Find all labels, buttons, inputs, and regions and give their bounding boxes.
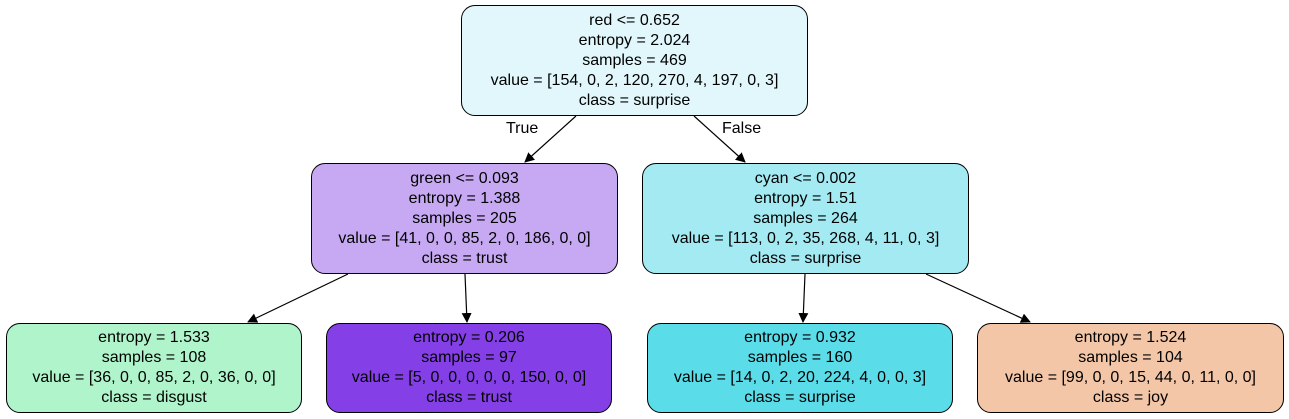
node-samples: samples = 469	[582, 51, 687, 69]
edge-right-leaf3	[798, 273, 809, 323]
node-entropy: entropy = 1.533	[98, 329, 210, 346]
node-value: value = [41, 0, 0, 85, 2, 0, 186, 0, 0]	[338, 229, 591, 247]
node-samples: samples = 264	[753, 209, 858, 227]
node-class: class = trust	[421, 249, 508, 267]
node-samples: samples = 104	[1078, 349, 1183, 366]
edge-right-leaf4	[925, 273, 1031, 323]
node-samples: samples = 160	[747, 349, 853, 366]
edge-label-false: False	[722, 120, 762, 137]
edge-root-right	[693, 115, 746, 163]
node-samples: samples = 108	[101, 349, 207, 366]
node-class: class = surprise	[578, 91, 691, 109]
node-value: value = [5, 0, 0, 0, 0, 0, 150, 0, 0]	[351, 369, 587, 386]
tree-leaf-3: entropy = 0.932 samples = 160 value = [1…	[647, 323, 953, 413]
edge-left-leaf1	[247, 273, 349, 323]
node-value: value = [14, 0, 2, 20, 224, 4, 0, 0, 3]	[673, 369, 927, 386]
node-entropy: entropy = 2.024	[578, 31, 691, 49]
node-value: value = [99, 0, 0, 15, 44, 0, 11, 0, 0]	[1005, 369, 1256, 386]
node-class: class = trust	[426, 389, 512, 406]
node-samples: samples = 205	[412, 209, 517, 227]
edge-label-true: True	[506, 120, 539, 137]
node-class: class = joy	[1092, 389, 1169, 406]
node-class: class = surprise	[749, 249, 862, 267]
tree-node-right: cyan <= 0.002 entropy = 1.51 samples = 2…	[642, 163, 969, 274]
edge-left-leaf2	[461, 273, 472, 323]
node-value: value = [154, 0, 2, 120, 270, 4, 197, 0,…	[490, 71, 779, 89]
tree-leaf-4: entropy = 1.524 samples = 104 value = [9…	[977, 323, 1284, 413]
node-class: class = surprise	[744, 389, 856, 406]
node-entropy: entropy = 1.524	[1074, 329, 1187, 346]
tree-leaf-1: entropy = 1.533 samples = 108 value = [3…	[6, 323, 302, 413]
edge-root-left	[524, 115, 577, 163]
node-entropy: entropy = 1.51	[754, 189, 857, 207]
node-value: value = [36, 0, 0, 85, 2, 0, 36, 0, 0]	[32, 369, 276, 386]
node-entropy: entropy = 1.388	[408, 189, 521, 207]
node-entropy: entropy = 0.206	[413, 329, 525, 346]
node-split-rule: cyan <= 0.002	[754, 169, 857, 187]
node-split-rule: red <= 0.652	[589, 11, 680, 29]
tree-node-left: green <= 0.093 entropy = 1.388 samples =…	[311, 163, 618, 274]
node-entropy: entropy = 0.932	[744, 329, 856, 346]
tree-node-root: red <= 0.652 entropy = 2.024 samples = 4…	[461, 5, 808, 116]
node-class: class = disgust	[101, 389, 207, 406]
node-split-rule: green <= 0.093	[410, 169, 519, 187]
node-value: value = [113, 0, 2, 35, 268, 4, 11, 0, 3…	[671, 229, 940, 247]
node-samples: samples = 97	[421, 349, 517, 366]
tree-leaf-2: entropy = 0.206 samples = 97 value = [5,…	[326, 323, 612, 413]
